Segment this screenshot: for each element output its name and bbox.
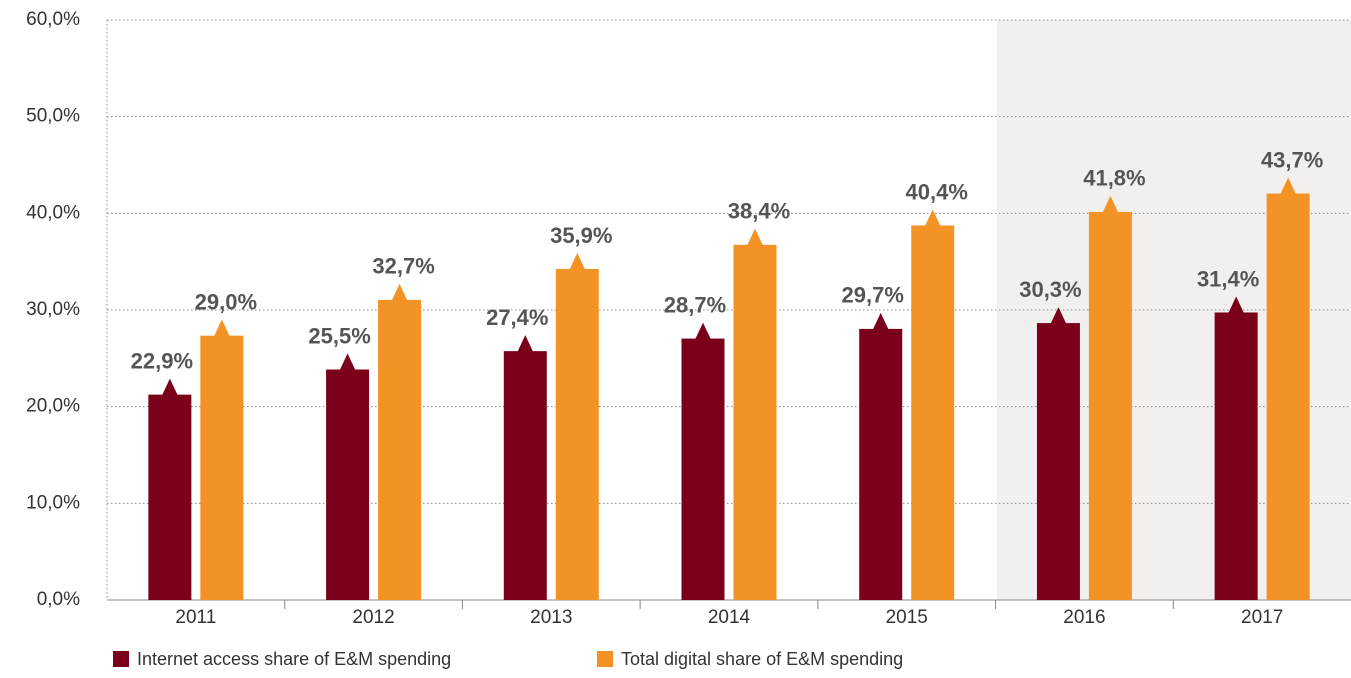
legend-label: Internet access share of E&M spending [137, 649, 451, 669]
value-label: 31,4% [1197, 266, 1259, 291]
value-label: 28,7% [664, 292, 726, 317]
bar-marker [695, 322, 711, 340]
bar [1088, 211, 1132, 600]
legend-swatch [113, 651, 129, 667]
bar [859, 328, 903, 600]
value-label: 29,0% [195, 289, 257, 314]
bar-marker [391, 283, 408, 301]
y-tick-label: 50,0% [26, 106, 80, 127]
value-label: 29,7% [842, 283, 904, 308]
value-label: 27,4% [486, 305, 548, 330]
y-tick-label: 30,0% [26, 299, 80, 320]
value-label: 43,7% [1261, 147, 1323, 172]
bar-marker [339, 353, 356, 371]
value-label: 41,8% [1083, 166, 1145, 191]
y-tick-label: 10,0% [26, 492, 80, 513]
x-tick-label: 2016 [1063, 607, 1105, 628]
bar-marker [1280, 177, 1297, 195]
x-tick-label: 2012 [352, 607, 394, 628]
x-tick-label: 2014 [708, 607, 751, 628]
value-label: 32,7% [372, 254, 434, 279]
value-label: 40,4% [906, 179, 968, 204]
bar-marker [569, 252, 586, 270]
bar [555, 268, 599, 600]
value-label: 35,9% [550, 223, 612, 248]
bar [1214, 312, 1258, 600]
x-tick-label: 2015 [886, 607, 928, 628]
bar-marker [747, 228, 763, 246]
bar-marker [1102, 195, 1119, 213]
value-label: 22,9% [131, 348, 193, 373]
y-tick-label: 40,0% [26, 202, 80, 223]
bar-marker [1228, 296, 1245, 314]
value-label: 30,3% [1019, 277, 1081, 302]
bar-marker [1050, 307, 1067, 325]
legend-label: Total digital share of E&M spending [621, 649, 903, 669]
bar [326, 369, 370, 600]
bar [200, 335, 244, 600]
bar [1266, 193, 1310, 601]
y-tick-label: 20,0% [26, 396, 80, 417]
bar [681, 338, 725, 600]
legend-swatch [597, 651, 613, 667]
x-tick-label: 2017 [1241, 607, 1283, 628]
y-tick-label: 60,0% [26, 9, 80, 30]
y-tick-label: 0,0% [37, 589, 80, 610]
bar-marker [924, 209, 941, 227]
value-label: 38,4% [728, 199, 790, 224]
x-tick-label: 2013 [530, 607, 572, 628]
x-tick-label: 2011 [175, 607, 216, 628]
bar [148, 394, 192, 600]
bar [378, 299, 422, 600]
bar [1036, 323, 1080, 600]
bar-marker [517, 335, 534, 353]
bar [911, 225, 955, 600]
bar [503, 351, 547, 600]
bar-marker [872, 312, 889, 330]
value-label: 25,5% [308, 323, 370, 348]
bar-marker [161, 378, 178, 396]
bar [733, 244, 777, 601]
bar-marker [213, 319, 230, 337]
